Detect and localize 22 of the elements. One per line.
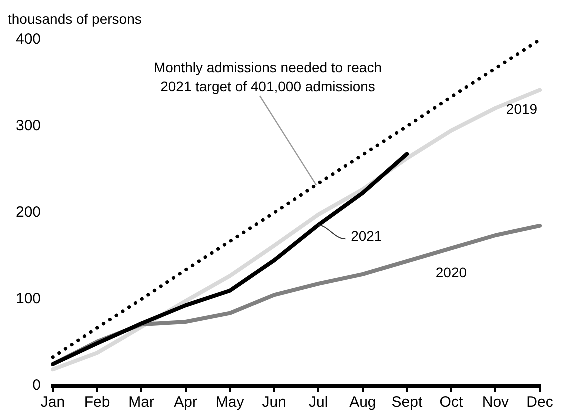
x-tick-label: May [216,394,245,412]
y-axis-title: thousands of persons [8,10,142,27]
x-tick-label: Dec [526,394,554,412]
y-tick-label: 300 [16,118,42,135]
x-tick-label: Oct [440,394,464,412]
y-tick-label: 400 [16,31,42,48]
x-tick-label: Jun [262,394,286,412]
series-label: 2021 [351,228,382,244]
y-tick-label: 200 [16,204,42,222]
x-tick-label: Jul [309,394,328,412]
x-tick-label: Sept [392,394,424,412]
x-tick-label: Nov [482,394,510,412]
series-label: 2019 [506,101,538,118]
x-tick-label: Jan [40,394,66,412]
x-tick-label: Feb [84,394,110,412]
x-tick-label: Aug [350,394,376,412]
y-tick-label: 100 [16,290,42,308]
series-label: 2020 [436,264,468,280]
y-tick-label: 0 [32,377,42,394]
x-tick-label: Apr [174,394,198,412]
text: Monthly admissions needed to reach 2021 target of 401,000 admissions [154,59,382,94]
x-tick-label: Mar [128,394,154,412]
